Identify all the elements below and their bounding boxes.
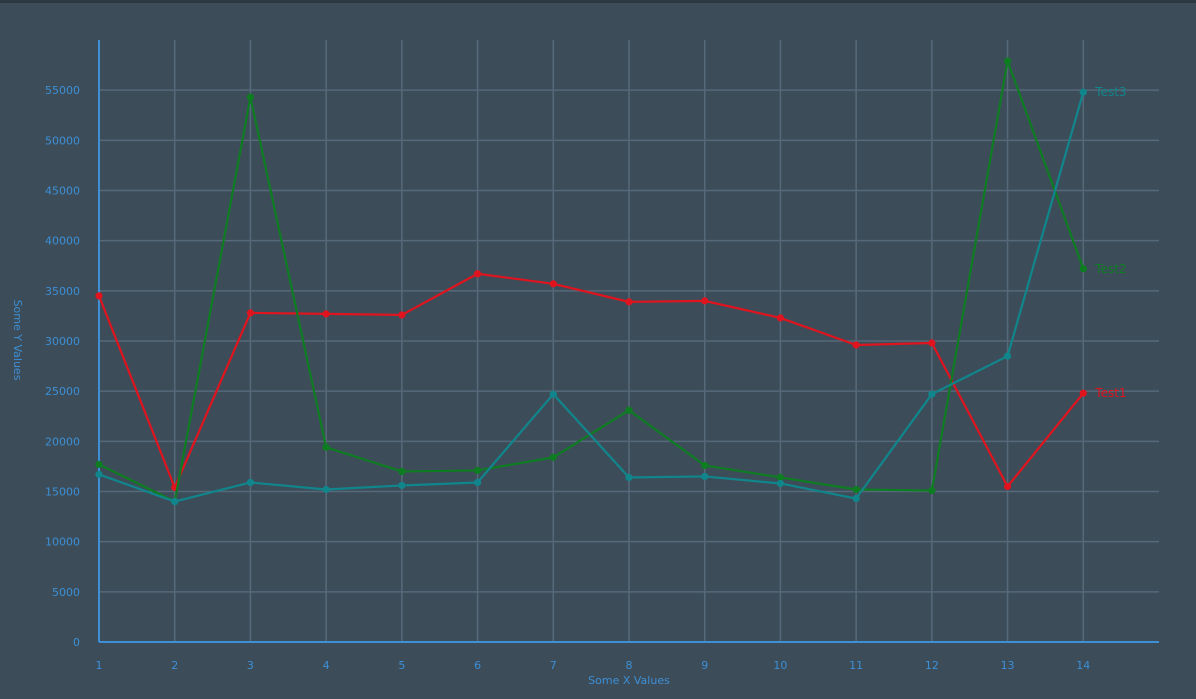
data-point-test2	[1079, 265, 1087, 273]
y-tick-label: 30000	[45, 335, 80, 348]
data-point-test3	[246, 478, 255, 487]
x-tick-label: 3	[247, 659, 254, 672]
data-point-test3	[928, 390, 936, 398]
x-tick-label: 9	[701, 659, 708, 672]
y-tick-label: 10000	[45, 536, 80, 549]
series-test2: Test2	[95, 57, 1127, 506]
x-tick-label: 13	[1001, 659, 1015, 672]
y-tick-labels: 0 5000 10000 15000 20000 25000 30000 35000 40000…	[45, 84, 80, 649]
x-tick-labels: 1 2 3 4 5 6 7 8 9 10 11 12 13 14	[96, 659, 1091, 672]
data-point-test2	[625, 406, 633, 414]
y-tick-label: 5000	[52, 586, 80, 599]
data-point-test3	[398, 481, 406, 490]
series-label-test2: Test2	[1094, 262, 1126, 276]
data-point-test1	[398, 311, 406, 319]
x-tick-label: 11	[849, 659, 863, 672]
data-point-test2	[776, 473, 785, 482]
data-point-test3	[1003, 352, 1012, 360]
data-point-test1	[852, 341, 860, 349]
y-tick-label: 45000	[45, 185, 80, 198]
y-tick-label: 15000	[45, 486, 80, 499]
x-tick-label: 4	[323, 659, 330, 672]
series-test1: Test1	[95, 270, 1127, 492]
y-tick-label: 40000	[45, 235, 80, 248]
data-point-test3	[776, 479, 785, 488]
series-line-test1	[97, 272, 1085, 489]
data-point-test2	[398, 467, 406, 476]
series-label-test1: Test1	[1094, 386, 1126, 400]
y-axis-title: Some Y Values	[11, 300, 24, 381]
y-tick-label: 50000	[45, 134, 80, 147]
x-tick-label: 14	[1076, 659, 1090, 672]
data-point-test3	[1079, 88, 1087, 96]
x-tick-label: 8	[626, 659, 633, 672]
y-tick-label: 25000	[45, 385, 80, 398]
x-tick-label: 10	[773, 659, 787, 672]
data-point-test1	[625, 298, 633, 306]
data-point-test2	[246, 93, 255, 101]
x-tick-label: 1	[96, 659, 103, 672]
data-point-test3	[171, 497, 179, 506]
data-point-test3	[701, 472, 709, 481]
data-point-test1	[322, 310, 330, 318]
chart-axes	[98, 40, 1159, 643]
data-point-test3	[625, 473, 633, 482]
series-line-test2	[98, 59, 1085, 503]
data-point-test1	[549, 280, 557, 288]
data-point-test1	[1079, 389, 1087, 397]
data-point-test2	[1003, 57, 1012, 65]
x-tick-label: 6	[474, 659, 481, 672]
data-point-test2	[928, 486, 936, 495]
data-point-test2	[95, 460, 103, 469]
x-tick-label: 2	[171, 659, 178, 672]
data-point-test1	[246, 309, 255, 317]
x-tick-label: 5	[398, 659, 405, 672]
data-point-test2	[852, 485, 860, 494]
y-tick-label: 0	[73, 636, 80, 649]
data-point-test2	[549, 453, 557, 461]
series-group: Test1 Test2 Test3	[95, 57, 1127, 506]
series-label-test3: Test3	[1094, 85, 1126, 99]
data-point-test3	[95, 470, 103, 479]
data-point-test2	[322, 443, 330, 451]
grid-lines	[99, 40, 1159, 642]
x-axis-title: Some X Values	[588, 674, 670, 687]
data-point-test3	[549, 390, 557, 398]
data-point-test3	[852, 494, 860, 503]
data-point-test3	[322, 485, 330, 494]
data-point-test1	[928, 339, 936, 347]
data-point-test2	[473, 466, 482, 475]
data-point-test1	[701, 297, 709, 305]
data-point-test1	[95, 292, 103, 300]
data-point-test3	[473, 478, 482, 487]
data-point-test1	[776, 314, 785, 322]
data-point-test1	[1003, 482, 1012, 491]
data-point-test2	[701, 461, 709, 470]
series-test3: Test3	[95, 85, 1127, 506]
y-tick-label: 55000	[45, 84, 80, 97]
x-tick-label: 12	[925, 659, 939, 672]
window-top-border	[0, 0, 1196, 3]
y-tick-label: 35000	[45, 285, 80, 298]
x-tick-label: 7	[550, 659, 557, 672]
series-line-test3	[98, 91, 1085, 503]
y-tick-label: 20000	[45, 435, 80, 448]
data-point-test1	[473, 270, 482, 278]
